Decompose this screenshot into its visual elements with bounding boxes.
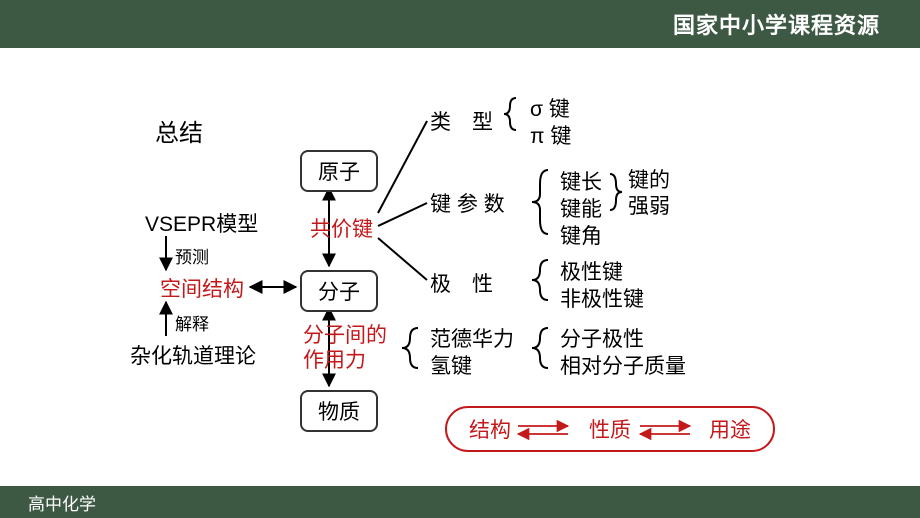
label-relmass: 相对分子质量	[560, 350, 686, 380]
box-atom: 原子	[300, 150, 378, 192]
label-sigma: σ 键	[530, 93, 570, 123]
label-strength: 键的 强弱	[628, 168, 670, 221]
pill-b: 性质	[589, 414, 631, 444]
label-polarity: 极 性	[430, 268, 493, 298]
label-covalent: 共价键	[310, 213, 373, 243]
label-spatial: 空间结构	[160, 273, 244, 303]
header-bar: 国家中小学课程资源	[0, 0, 920, 48]
label-type: 类 型	[430, 106, 493, 136]
label-strength2: 强弱	[628, 194, 670, 220]
label-polar: 极性键	[560, 256, 623, 286]
label-energy: 键能	[560, 193, 602, 223]
label-len: 键长	[560, 166, 602, 196]
footer-text: 高中化学	[28, 490, 96, 515]
header-title: 国家中小学课程资源	[673, 8, 880, 40]
footer-bar: 高中化学	[0, 486, 920, 518]
pill-a: 结构	[469, 414, 511, 444]
label-vsepr: VSEPR模型	[145, 208, 258, 238]
label-inter1: 分子间的	[303, 323, 387, 348]
pill-summary: 结构 性质 用途	[445, 406, 775, 452]
label-pi: π 键	[530, 120, 571, 150]
label-param: 键 参 数	[430, 188, 505, 218]
label-inter: 分子间的 作用力	[303, 323, 387, 373]
label-angle: 键角	[560, 220, 602, 250]
label-hbond: 氢键	[430, 350, 472, 380]
label-molpol: 分子极性	[560, 323, 644, 353]
box-molecule: 分子	[300, 270, 378, 312]
label-predict: 预测	[175, 243, 209, 268]
label-vdw: 范德华力	[430, 323, 514, 353]
label-explain: 解释	[175, 310, 209, 335]
label-hybrid: 杂化轨道理论	[130, 340, 256, 370]
box-matter: 物质	[300, 390, 378, 432]
label-inter2: 作用力	[303, 348, 387, 373]
diagram-canvas: 总结 原子 分子 物质 VSEPR模型 预测 空间结构 解释 杂化轨道理论 共价…	[0, 48, 920, 486]
label-strength1: 键的	[628, 168, 670, 194]
label-nonpolar: 非极性键	[560, 283, 644, 313]
diagram-title: 总结	[155, 113, 203, 148]
pill-c: 用途	[709, 414, 751, 444]
